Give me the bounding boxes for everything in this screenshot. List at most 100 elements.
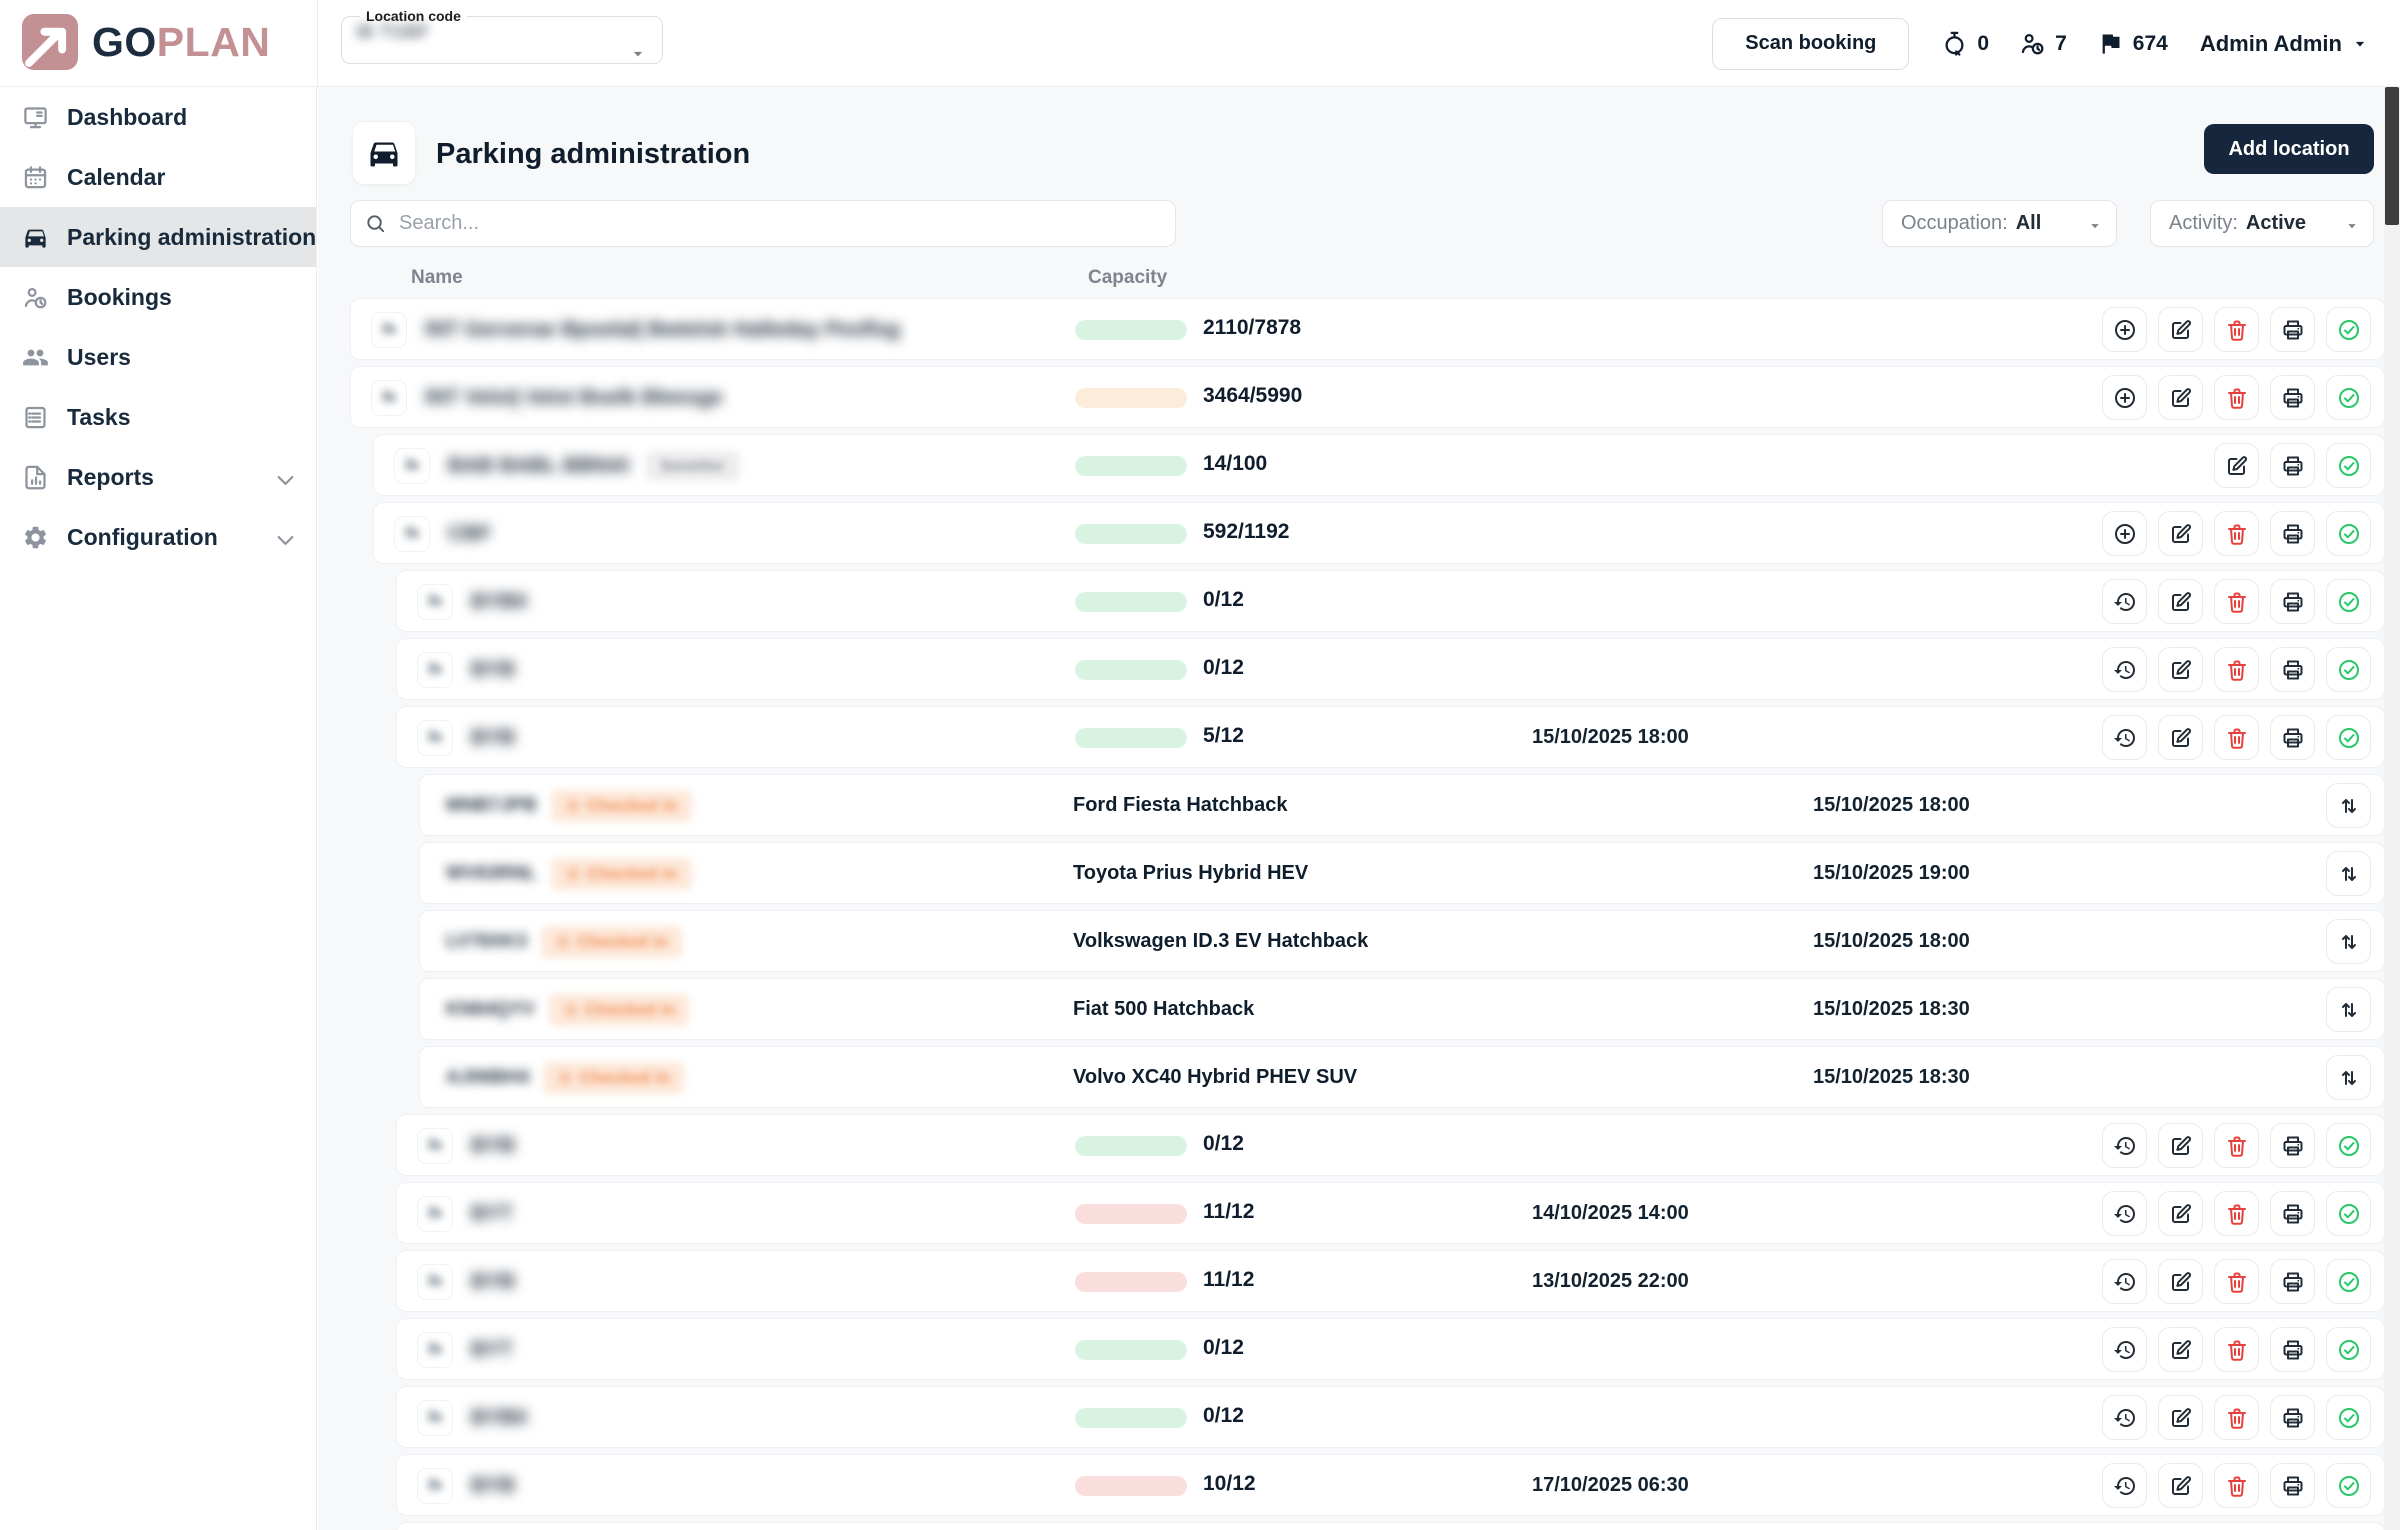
swap-button[interactable]: [2326, 987, 2371, 1032]
delete-button[interactable]: [2214, 1327, 2259, 1372]
print-button[interactable]: [2270, 1123, 2315, 1168]
sidebar-item-reports[interactable]: Reports: [0, 447, 316, 507]
approve-button[interactable]: [2326, 1123, 2371, 1168]
table-row[interactable]: lb BYB 10/12 17/10/2025 06:30: [396, 1454, 2385, 1516]
activity-filter[interactable]: Activity: Active: [2150, 200, 2374, 247]
delete-button[interactable]: [2214, 1463, 2259, 1508]
print-button[interactable]: [2270, 1395, 2315, 1440]
delete-button[interactable]: [2214, 647, 2259, 692]
delete-button[interactable]: [2214, 1395, 2259, 1440]
history-button[interactable]: [2102, 579, 2147, 624]
edit-button[interactable]: [2158, 1259, 2203, 1304]
table-row[interactable]: lb CBF 592/1192: [373, 502, 2385, 564]
history-button[interactable]: [2102, 1259, 2147, 1304]
print-button[interactable]: [2270, 375, 2315, 420]
history-button[interactable]: [2102, 715, 2147, 760]
delete-button[interactable]: [2214, 1123, 2259, 1168]
print-button[interactable]: [2270, 579, 2315, 624]
approve-button[interactable]: [2326, 511, 2371, 556]
scan-booking-button[interactable]: Scan booking: [1712, 17, 1910, 70]
sidebar-item-bookings[interactable]: Bookings: [0, 267, 316, 327]
add-button[interactable]: [2102, 375, 2147, 420]
history-button[interactable]: [2102, 1463, 2147, 1508]
delete-button[interactable]: [2214, 715, 2259, 760]
user-menu[interactable]: Admin Admin: [2200, 31, 2370, 57]
edit-button[interactable]: [2158, 1327, 2203, 1372]
table-row[interactable]: lb BYB0 0/12: [396, 570, 2385, 632]
print-button[interactable]: [2270, 715, 2315, 760]
topbar-counter[interactable]: 674: [2097, 30, 2168, 57]
table-row[interactable]: lb BYT 0/12: [396, 1318, 2385, 1380]
approve-button[interactable]: [2326, 1395, 2371, 1440]
delete-button[interactable]: [2214, 1191, 2259, 1236]
location-code-select[interactable]: Location code IB TGBF: [341, 8, 663, 64]
add-location-button[interactable]: Add location: [2204, 124, 2374, 174]
edit-button[interactable]: [2158, 647, 2203, 692]
edit-button[interactable]: [2158, 375, 2203, 420]
table-row[interactable]: lb lNT Velst| Velst Bselk Bleesge 3464/5…: [350, 366, 2385, 428]
history-button[interactable]: [2102, 1327, 2147, 1372]
table-row[interactable]: lb BYB 0/12: [396, 638, 2385, 700]
scrollbar-track[interactable]: [2384, 87, 2400, 1530]
delete-button[interactable]: [2214, 579, 2259, 624]
approve-button[interactable]: [2326, 715, 2371, 760]
approve-button[interactable]: [2326, 443, 2371, 488]
approve-button[interactable]: [2326, 1327, 2371, 1372]
print-button[interactable]: [2270, 443, 2315, 488]
delete-button[interactable]: [2214, 375, 2259, 420]
approve-button[interactable]: [2326, 579, 2371, 624]
history-button[interactable]: [2102, 1191, 2147, 1236]
edit-button[interactable]: [2158, 715, 2203, 760]
table-row[interactable]: lb BAB BABL BBNAl bsvelsv 14/100: [373, 434, 2385, 496]
print-button[interactable]: [2270, 511, 2315, 556]
swap-button[interactable]: [2326, 851, 2371, 896]
print-button[interactable]: [2270, 1327, 2315, 1372]
table-row[interactable]: lb BYB 5/12 15/10/2025 18:00: [396, 706, 2385, 768]
edit-button[interactable]: [2158, 307, 2203, 352]
approve-button[interactable]: [2326, 1259, 2371, 1304]
sidebar-item-parking-administration[interactable]: Parking administration: [0, 207, 316, 267]
approve-button[interactable]: [2326, 1463, 2371, 1508]
edit-button[interactable]: [2158, 579, 2203, 624]
edit-button[interactable]: [2158, 1395, 2203, 1440]
table-row-partial[interactable]: [396, 1522, 2385, 1530]
history-button[interactable]: [2102, 1123, 2147, 1168]
print-button[interactable]: [2270, 1191, 2315, 1236]
sidebar-item-dashboard[interactable]: Dashboard: [0, 87, 316, 147]
scrollbar-thumb[interactable]: [2385, 87, 2399, 225]
sidebar-item-configuration[interactable]: Configuration: [0, 507, 316, 567]
swap-button[interactable]: [2326, 919, 2371, 964]
vehicle-row[interactable]: LV78XK3 Checked in Volkswagen ID.3 EV Ha…: [419, 910, 2385, 972]
table-row[interactable]: lb BYB0 0/12: [396, 1386, 2385, 1448]
table-row[interactable]: lb BYB 0/12: [396, 1114, 2385, 1176]
edit-button[interactable]: [2158, 511, 2203, 556]
occupation-filter[interactable]: Occupation: All: [1882, 200, 2117, 247]
print-button[interactable]: [2270, 1259, 2315, 1304]
history-button[interactable]: [2102, 1395, 2147, 1440]
vehicle-row[interactable]: MNB7JPB Checked in Ford Fiesta Hatchback…: [419, 774, 2385, 836]
history-button[interactable]: [2102, 647, 2147, 692]
table-row[interactable]: lb BYT 11/12 14/10/2025 14:00: [396, 1182, 2385, 1244]
delete-button[interactable]: [2214, 511, 2259, 556]
add-button[interactable]: [2102, 307, 2147, 352]
print-button[interactable]: [2270, 1463, 2315, 1508]
approve-button[interactable]: [2326, 647, 2371, 692]
approve-button[interactable]: [2326, 307, 2371, 352]
table-row[interactable]: lb lNT Gerverae Bpselal| Bwtelsk Halleda…: [350, 298, 2385, 360]
add-button[interactable]: [2102, 511, 2147, 556]
print-button[interactable]: [2270, 647, 2315, 692]
vehicle-row[interactable]: WV63RNL Checked in Toyota Prius Hybrid H…: [419, 842, 2385, 904]
vehicle-row[interactable]: KN64QYV Checked in Fiat 500 Hatchback 15/…: [419, 978, 2385, 1040]
delete-button[interactable]: [2214, 1259, 2259, 1304]
swap-button[interactable]: [2326, 1055, 2371, 1100]
edit-button[interactable]: [2158, 1463, 2203, 1508]
edit-button[interactable]: [2158, 1123, 2203, 1168]
topbar-counter[interactable]: 0: [1941, 30, 1989, 57]
delete-button[interactable]: [2214, 307, 2259, 352]
sidebar-item-tasks[interactable]: Tasks: [0, 387, 316, 447]
edit-button[interactable]: [2158, 1191, 2203, 1236]
edit-button[interactable]: [2214, 443, 2259, 488]
print-button[interactable]: [2270, 307, 2315, 352]
topbar-counter[interactable]: 7: [2019, 30, 2067, 57]
table-row[interactable]: lb BYB 11/12 13/10/2025 22:00: [396, 1250, 2385, 1312]
